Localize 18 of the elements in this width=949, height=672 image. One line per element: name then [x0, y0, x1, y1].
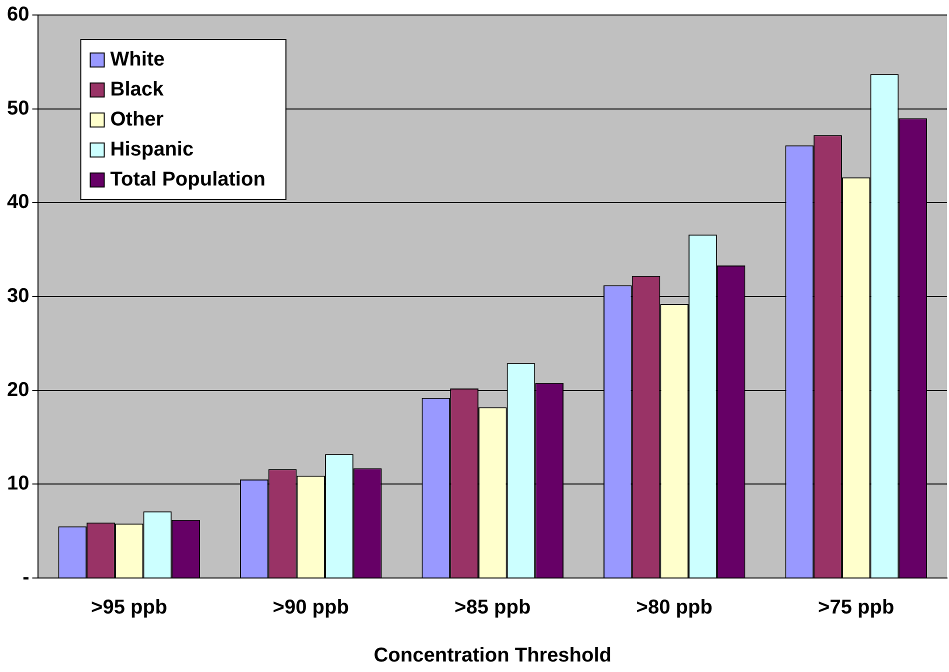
- y-tick-label: 30: [6, 285, 30, 308]
- y-tick-label: 50: [6, 97, 30, 120]
- x-tick-label: >75 ppb: [818, 596, 894, 619]
- legend-label: Black: [110, 78, 164, 101]
- y-tick-label: 40: [6, 191, 30, 214]
- legend-label: White: [110, 48, 165, 71]
- legend-label: Hispanic: [110, 138, 194, 161]
- x-tick-label: >95 ppb: [91, 596, 168, 619]
- y-tick-label: 10: [6, 472, 30, 495]
- y-tick-label: 60: [6, 4, 30, 26]
- y-tick-label: -: [22, 566, 30, 589]
- legend-label: Other: [110, 108, 164, 131]
- x-tick-label: >90 ppb: [272, 596, 349, 619]
- x-axis-title: Concentration Threshold: [374, 644, 612, 667]
- legend-label: Total Population: [110, 168, 266, 191]
- x-tick-label: >85 ppb: [454, 596, 531, 619]
- y-tick-label: 20: [6, 378, 30, 401]
- x-tick-label: >80 ppb: [636, 596, 712, 619]
